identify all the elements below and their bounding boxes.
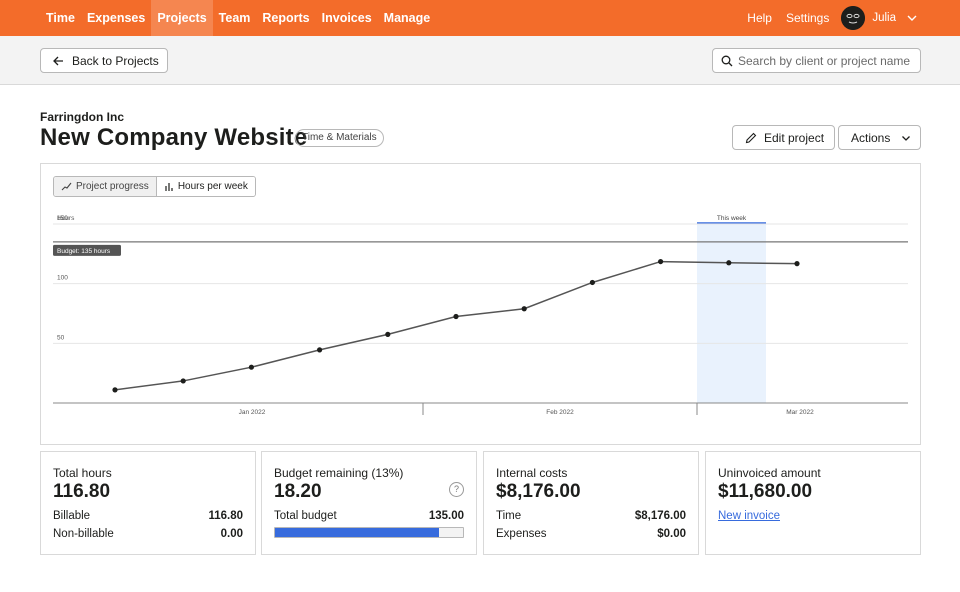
nav-team[interactable]: Team — [218, 11, 251, 25]
budget-label: Budget: 135 hours — [57, 248, 111, 255]
hours-data-point — [180, 378, 186, 384]
arrow-left-icon — [53, 56, 63, 65]
back-label: Back to Projects — [72, 53, 159, 68]
hours-data-point — [317, 347, 323, 353]
page-title: New Company Website — [40, 124, 308, 151]
billable-label: Billable — [53, 510, 91, 522]
y-tick-label: 150 — [57, 215, 68, 222]
hours-data-point — [453, 313, 459, 320]
total-hours-value: 116.80 — [53, 481, 111, 502]
edit-project-label: Edit project — [764, 130, 825, 145]
hours-per-week-label: Hours per week — [177, 181, 248, 192]
hours-data-point — [794, 261, 800, 267]
search-icon — [721, 55, 733, 66]
pencil-icon — [745, 132, 757, 143]
y-tick-label: 100 — [57, 275, 68, 282]
uninvoiced-card: Uninvoiced amount $11,680.00 New invoice — [705, 451, 921, 555]
hours-data-point — [112, 387, 118, 393]
back-to-projects-button[interactable]: Back to Projects — [40, 48, 168, 73]
budget-label-bg — [53, 244, 121, 256]
help-link[interactable]: Help — [747, 11, 772, 25]
expenses-cost-label: Expenses — [496, 528, 547, 540]
hours-data-point — [385, 331, 391, 337]
bar-chart-icon — [165, 183, 173, 191]
new-invoice-row: New invoice — [718, 510, 908, 522]
billable-row: Billable 116.80 — [53, 510, 243, 522]
budget-progress-bar — [274, 527, 464, 538]
uninvoiced-value: $11,680.00 — [718, 481, 813, 502]
hours-data-point — [521, 306, 527, 312]
user-name[interactable]: Julia — [872, 12, 896, 24]
project-progress-tab[interactable]: Project progress — [54, 177, 156, 196]
nav-reports[interactable]: Reports — [262, 11, 310, 25]
hours-data-point — [248, 364, 254, 370]
budget-remaining-label: Budget remaining (13%) — [274, 466, 404, 480]
total-hours-card: Total hours 116.80 Billable 116.80 Non-b… — [40, 451, 256, 555]
y-axis-label: Hours — [57, 215, 75, 222]
total-budget-value: 135.00 — [428, 510, 464, 522]
total-hours-label: Total hours — [53, 466, 112, 480]
time-cost-row: Time $8,176.00 — [496, 510, 686, 522]
chart-panel: This week 50 100 150 Hours Budget: 135 hours J… — [40, 163, 921, 445]
nonbillable-value: 0.00 — [220, 528, 243, 540]
internal-costs-card: Internal costs $8,176.00 Time $8,176.00 … — [483, 451, 699, 555]
help-icon[interactable]: ? — [449, 482, 464, 497]
x-tick-label: Jan 2022 — [239, 409, 266, 416]
actions-dropdown[interactable]: Actions — [838, 125, 921, 150]
nav-manage[interactable]: Manage — [383, 11, 431, 25]
internal-costs-value: $8,176.00 — [496, 481, 581, 502]
project-progress-label: Project progress — [76, 181, 149, 192]
billing-type-badge: Time & Materials — [295, 129, 384, 147]
x-tick-label: Feb 2022 — [546, 409, 574, 416]
top-nav: Time Expenses Projects Team Reports Invo… — [0, 0, 960, 36]
nav-projects[interactable]: Projects — [151, 0, 213, 36]
nav-time[interactable]: Time — [46, 11, 75, 25]
nav-expenses[interactable]: Expenses — [86, 11, 146, 25]
avatar[interactable] — [841, 6, 866, 30]
time-cost-value: $8,176.00 — [634, 510, 686, 522]
x-tick-label: Mar 2022 — [786, 409, 814, 416]
chevron-down-icon[interactable] — [906, 12, 918, 24]
actions-label: Actions — [851, 130, 891, 145]
line-chart-icon — [61, 182, 72, 191]
nonbillable-row: Non-billable 0.00 — [53, 528, 243, 540]
budget-progress-fill — [275, 528, 439, 537]
internal-costs-label: Internal costs — [496, 466, 568, 480]
uninvoiced-label: Uninvoiced amount — [718, 466, 821, 480]
main-nav: Time Expenses Projects Team Reports Invo… — [40, 0, 436, 36]
avatar-face-icon — [841, 6, 866, 30]
search-input[interactable] — [738, 53, 918, 68]
hours-series-line — [114, 260, 798, 391]
subheader: Back to Projects — [0, 36, 960, 85]
this-week-label: This week — [717, 215, 747, 222]
settings-link[interactable]: Settings — [785, 11, 830, 25]
total-budget-label: Total budget — [274, 510, 337, 522]
edit-project-button[interactable]: Edit project — [732, 125, 835, 150]
hours-per-week-tab[interactable]: Hours per week — [155, 177, 255, 196]
chart-view-toggle: Project progress Hours per week — [53, 176, 256, 197]
budget-remaining-value: 18.20 — [274, 481, 322, 502]
time-cost-label: Time — [496, 510, 522, 522]
expenses-cost-value: $0.00 — [657, 528, 686, 540]
nonbillable-label: Non-billable — [53, 528, 114, 540]
total-budget-row: Total budget 135.00 — [274, 510, 464, 522]
hours-data-point — [589, 279, 596, 286]
hours-data-point — [658, 258, 664, 265]
client-name[interactable]: Farringdon Inc — [40, 110, 124, 124]
y-tick-label: 50 — [57, 334, 65, 341]
this-week-highlight — [697, 223, 766, 403]
new-invoice-link[interactable]: New invoice — [718, 510, 780, 522]
search-box[interactable] — [712, 48, 921, 73]
billable-value: 116.80 — [208, 510, 243, 522]
expenses-cost-row: Expenses $0.00 — [496, 528, 686, 540]
chevron-down-icon — [902, 135, 911, 141]
hours-data-point — [726, 260, 732, 266]
user-nav: Help Settings Julia — [733, 6, 918, 30]
budget-card: Budget remaining (13%) 18.20 ? Total bud… — [261, 451, 477, 555]
nav-invoices[interactable]: Invoices — [321, 11, 372, 25]
